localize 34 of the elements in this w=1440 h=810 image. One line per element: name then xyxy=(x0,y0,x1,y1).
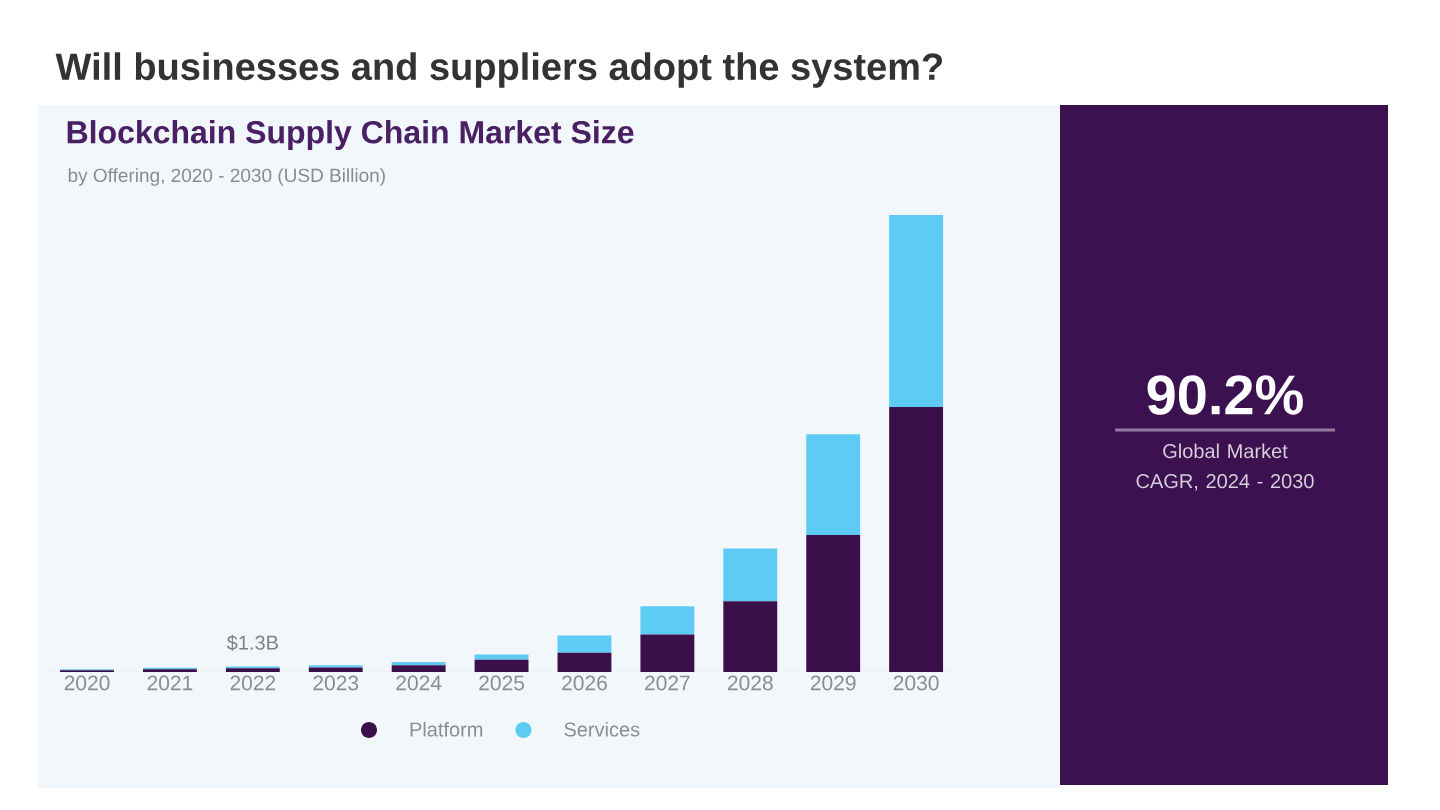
bar xyxy=(806,434,861,535)
x-tick-label: 2022 xyxy=(230,675,276,691)
chart-title: Will businesses and suppliers adopt the system? xyxy=(55,52,942,88)
text: 90.2% xyxy=(1147,375,1303,415)
bar xyxy=(474,659,529,672)
x-tick-label: 2023 xyxy=(313,675,359,691)
chart-subtitle: Blockchain Supply Chain Market Size xyxy=(67,120,634,150)
bar xyxy=(889,214,944,407)
x-tick-label: 2028 xyxy=(727,675,773,691)
x-tick-label: 2027 xyxy=(645,675,690,691)
bar xyxy=(557,635,612,653)
x-tick-label: 2025 xyxy=(479,675,525,691)
x-tick-label: 2026 xyxy=(562,675,607,691)
text: Global Market CAGR, 2024 - 2030 xyxy=(1136,443,1314,491)
annotation: $1.3B xyxy=(226,634,278,651)
text: by Offering, 2020 - 2030 (USD Billion) xyxy=(68,168,385,186)
x-tick-label: 2021 xyxy=(147,675,193,691)
x-tick-label: 2030 xyxy=(893,675,939,691)
bar xyxy=(640,606,695,635)
bar xyxy=(806,534,861,672)
bar xyxy=(391,661,446,666)
bar xyxy=(308,667,363,672)
legend-label: Services xyxy=(564,721,640,737)
bar xyxy=(474,654,529,660)
x-tick-label: 2029 xyxy=(810,675,856,691)
bar xyxy=(391,665,446,672)
bar xyxy=(723,601,778,672)
x-tick-label: 2024 xyxy=(396,675,442,691)
bar xyxy=(889,406,944,672)
bar xyxy=(557,652,612,672)
legend-label: Platform xyxy=(410,721,483,737)
bar xyxy=(723,548,778,602)
x-tick-label: 2020 xyxy=(64,675,110,691)
bar xyxy=(640,634,695,672)
